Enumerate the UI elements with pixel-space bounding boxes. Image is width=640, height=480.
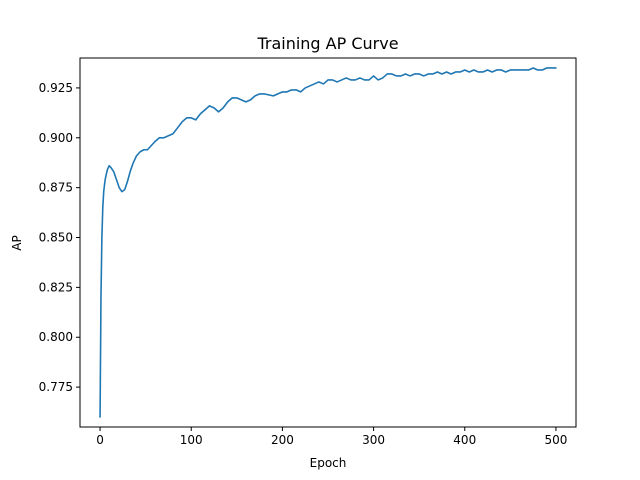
x-tick-label: 200 bbox=[271, 433, 294, 447]
y-tick-label: 0.775 bbox=[39, 380, 73, 394]
y-tick-label: 0.850 bbox=[39, 231, 73, 245]
y-tick-label: 0.825 bbox=[39, 280, 73, 294]
plot-frame bbox=[79, 57, 577, 428]
x-axis-label: Epoch bbox=[310, 456, 347, 470]
y-axis-label: AP bbox=[10, 235, 24, 250]
x-tick-label: 300 bbox=[362, 433, 385, 447]
y-tick-label: 0.875 bbox=[39, 181, 73, 195]
series-line-0 bbox=[99, 67, 557, 418]
chart-title: Training AP Curve bbox=[256, 34, 398, 53]
x-tick-label: 0 bbox=[96, 433, 104, 447]
y-tick-label: 0.800 bbox=[39, 330, 73, 344]
y-tick-label: 0.925 bbox=[39, 81, 73, 95]
x-tick-label: 500 bbox=[544, 433, 567, 447]
x-tick-label: 400 bbox=[453, 433, 476, 447]
x-tick-label: 100 bbox=[180, 433, 203, 447]
series-layer bbox=[99, 67, 557, 418]
y-axis: 0.775 0.800 0.825 0.850 0.875 0.900 0.925 bbox=[39, 81, 80, 394]
x-axis: 0 100 200 300 400 500 bbox=[96, 427, 567, 447]
y-tick-label: 0.900 bbox=[39, 131, 73, 145]
